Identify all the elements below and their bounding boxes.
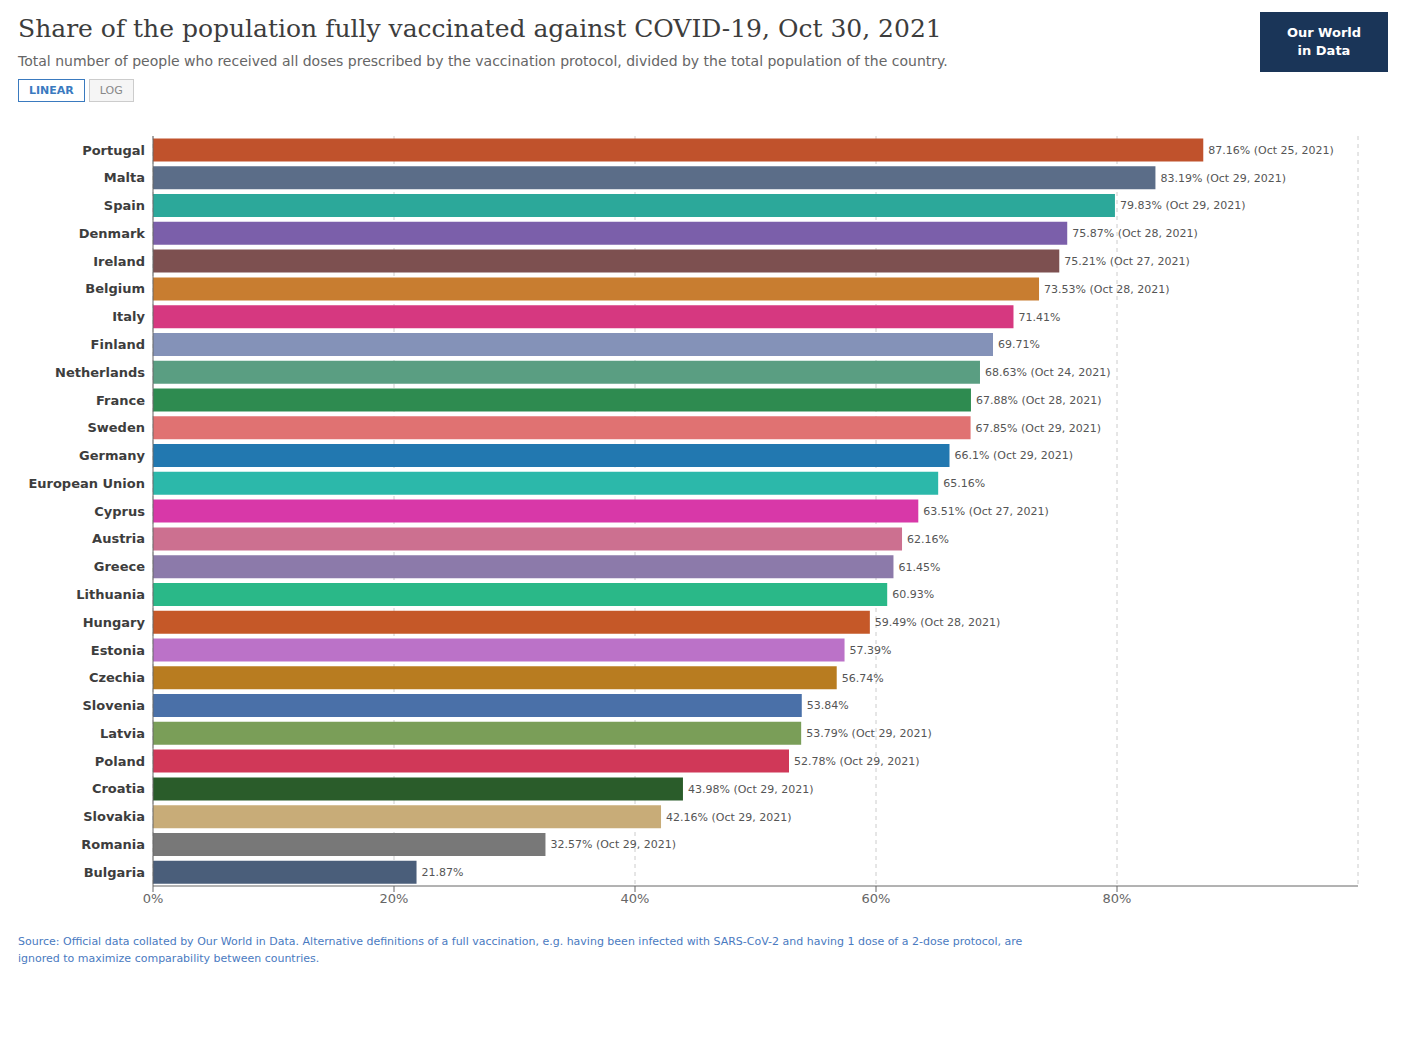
- svg-text:42.16% (Oct 29, 2021): 42.16% (Oct 29, 2021): [666, 811, 792, 824]
- svg-text:67.85% (Oct 29, 2021): 67.85% (Oct 29, 2021): [976, 422, 1102, 435]
- svg-text:Latvia: Latvia: [100, 726, 145, 741]
- svg-text:21.87%: 21.87%: [422, 866, 464, 879]
- svg-text:65.16%: 65.16%: [943, 477, 985, 490]
- svg-text:87.16% (Oct 25, 2021): 87.16% (Oct 25, 2021): [1208, 144, 1334, 157]
- svg-text:Croatia: Croatia: [92, 781, 145, 796]
- html-text:Source: Official data collated: Source: Official data collated by Our Wo…: [18, 935, 1023, 948]
- svg-text:43.98% (Oct 29, 2021): 43.98% (Oct 29, 2021): [688, 783, 814, 796]
- svg-text:59.49% (Oct 28, 2021): 59.49% (Oct 28, 2021): [875, 616, 1001, 629]
- svg-text:71.41%: 71.41%: [1018, 311, 1060, 324]
- svg-text:68.63% (Oct 24, 2021): 68.63% (Oct 24, 2021): [985, 366, 1111, 379]
- svg-text:75.21% (Oct 27, 2021): 75.21% (Oct 27, 2021): [1064, 255, 1190, 268]
- svg-text:Slovakia: Slovakia: [83, 809, 145, 824]
- svg-text:Lithuania: Lithuania: [76, 587, 145, 602]
- svg-text:80%: 80%: [1103, 891, 1132, 906]
- svg-text:56.74%: 56.74%: [842, 672, 884, 685]
- svg-text:61.45%: 61.45%: [898, 561, 940, 574]
- svg-text:Poland: Poland: [95, 754, 145, 769]
- svg-text:0%: 0%: [143, 891, 164, 906]
- svg-text:Italy: Italy: [112, 309, 145, 324]
- html-text:Total number of people who rec: Total number of people who received all …: [18, 53, 948, 69]
- svg-text:Romania: Romania: [81, 837, 145, 852]
- svg-text:20%: 20%: [380, 891, 409, 906]
- svg-text:57.39%: 57.39%: [850, 644, 892, 657]
- svg-text:Denmark: Denmark: [79, 226, 146, 241]
- svg-text:Malta: Malta: [104, 170, 145, 185]
- svg-text:53.79% (Oct 29, 2021): 53.79% (Oct 29, 2021): [806, 727, 932, 740]
- svg-text:Spain: Spain: [104, 198, 145, 213]
- svg-text:53.84%: 53.84%: [807, 699, 849, 712]
- svg-text:60.93%: 60.93%: [892, 588, 934, 601]
- svg-text:Sweden: Sweden: [87, 420, 145, 435]
- svg-text:Slovenia: Slovenia: [82, 698, 145, 713]
- svg-text:63.51% (Oct 27, 2021): 63.51% (Oct 27, 2021): [923, 505, 1049, 518]
- svg-text:Ireland: Ireland: [93, 254, 145, 269]
- svg-text:Greece: Greece: [94, 559, 145, 574]
- html-text:LOG: LOG: [99, 84, 123, 97]
- svg-text:67.88% (Oct 28, 2021): 67.88% (Oct 28, 2021): [976, 394, 1102, 407]
- svg-text:European Union: European Union: [28, 476, 145, 491]
- html-text:Our World: Our World: [1286, 24, 1362, 40]
- svg-text:Portugal: Portugal: [82, 143, 145, 158]
- svg-text:69.71%: 69.71%: [998, 338, 1040, 351]
- svg-text:Belgium: Belgium: [85, 281, 145, 296]
- svg-text:40%: 40%: [621, 891, 650, 906]
- svg-text:62.16%: 62.16%: [907, 533, 949, 546]
- svg-text:Estonia: Estonia: [91, 643, 145, 658]
- svg-text:Germany: Germany: [79, 448, 145, 463]
- svg-text:Hungary: Hungary: [83, 615, 146, 630]
- html-text:in Data: in Data: [1297, 43, 1351, 58]
- svg-text:75.87% (Oct 28, 2021): 75.87% (Oct 28, 2021): [1072, 227, 1198, 240]
- svg-text:Cyprus: Cyprus: [94, 504, 145, 519]
- svg-text:52.78% (Oct 29, 2021): 52.78% (Oct 29, 2021): [794, 755, 920, 768]
- svg-text:60%: 60%: [862, 891, 891, 906]
- svg-text:73.53% (Oct 28, 2021): 73.53% (Oct 28, 2021): [1044, 283, 1170, 296]
- html-text:LINEAR: LINEAR: [29, 84, 74, 97]
- html-text:Share of the population fully: Share of the population fully vaccinated…: [18, 14, 942, 43]
- svg-text:83.19% (Oct 29, 2021): 83.19% (Oct 29, 2021): [1160, 172, 1286, 185]
- svg-text:Austria: Austria: [92, 531, 145, 546]
- html-text:ignored to maximize comparabil: ignored to maximize comparability betwee…: [18, 951, 320, 965]
- svg-text:Finland: Finland: [91, 337, 145, 352]
- svg-text:66.1% (Oct 29, 2021): 66.1% (Oct 29, 2021): [955, 449, 1074, 462]
- svg-text:Netherlands: Netherlands: [55, 365, 145, 380]
- svg-text:Czechia: Czechia: [89, 670, 145, 685]
- svg-text:32.57% (Oct 29, 2021): 32.57% (Oct 29, 2021): [550, 838, 676, 851]
- svg-text:France: France: [96, 393, 145, 408]
- svg-text:79.83% (Oct 29, 2021): 79.83% (Oct 29, 2021): [1120, 199, 1246, 212]
- svg-text:Bulgaria: Bulgaria: [84, 865, 145, 880]
